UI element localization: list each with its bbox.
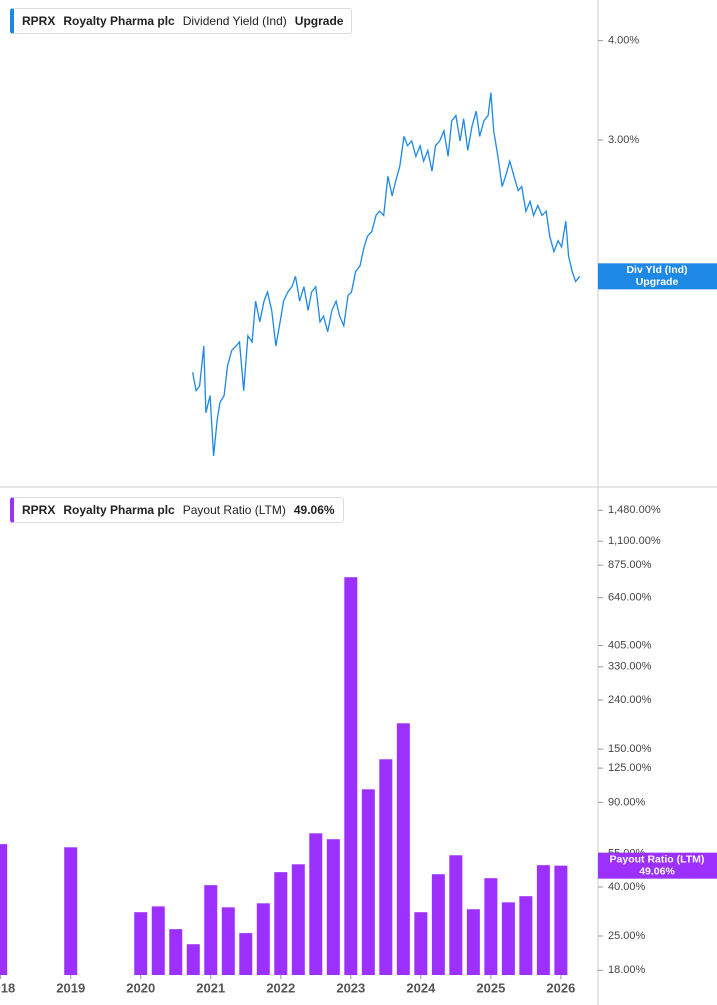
bar (466, 909, 480, 975)
bar (501, 902, 515, 975)
x-tick-label: 2020 (126, 980, 155, 995)
bar (274, 872, 288, 975)
y-tick-label: 4.00% (608, 35, 639, 47)
y-tick-label: 1,100.00% (608, 535, 661, 547)
line (191, 92, 581, 457)
bar (326, 839, 340, 975)
bar (204, 885, 218, 975)
y-tick-label: 405.00% (608, 639, 652, 651)
x-tick-label: 2018 (0, 980, 15, 995)
flag-label: Payout Ratio (LTM) (610, 853, 705, 865)
y-tick-label: 25.00% (608, 930, 646, 942)
bar (64, 847, 78, 975)
bar (519, 896, 533, 975)
bar (291, 864, 305, 975)
value-flag (598, 263, 717, 290)
company: Royalty Pharma plc (63, 14, 175, 28)
y-tick-label: 1,480.00% (608, 504, 661, 516)
ticker: RPRX (22, 503, 56, 517)
x-tick-label: 2024 (406, 980, 436, 995)
bar (134, 912, 148, 975)
y-tick-label: 240.00% (608, 694, 652, 706)
x-tick-label: 2022 (266, 980, 295, 995)
bar (431, 874, 445, 975)
bar (449, 855, 463, 975)
bar (0, 844, 8, 975)
y-tick-label: 875.00% (608, 559, 652, 571)
bar (344, 577, 358, 975)
bar (536, 865, 550, 975)
y-tick-label: 330.00% (608, 661, 652, 673)
bar (221, 907, 235, 975)
y-tick-label: 3.00% (608, 134, 639, 146)
flag-note: 49.06% (639, 865, 675, 877)
badge[interactable]: Upgrade (294, 14, 344, 28)
bar (379, 759, 393, 975)
legend-header: RPRX Royalty Pharma plc Payout Ratio (LT… (10, 497, 344, 523)
flag-note: Upgrade (636, 276, 679, 288)
x-tick-label: 2021 (196, 980, 225, 995)
plot-area (0, 92, 581, 975)
bar (309, 833, 323, 975)
y-tick-label: 150.00% (608, 743, 652, 755)
legend-header: RPRX Royalty Pharma plc Dividend Yield (… (10, 8, 353, 34)
x-tick-label: 2025 (476, 980, 505, 995)
bar (554, 865, 568, 975)
y-tick-label: 90.00% (608, 796, 646, 808)
x-tick-label: 2026 (546, 980, 575, 995)
y-tick-label: 125.00% (608, 762, 652, 774)
bar (256, 903, 270, 975)
bar (414, 912, 428, 975)
y-tick-label: 18.00% (608, 964, 646, 976)
latest-value: 49.06% (293, 503, 335, 517)
value-flag (598, 852, 717, 879)
bar (169, 929, 183, 975)
bar (151, 906, 165, 975)
bar (361, 789, 375, 975)
bar (484, 878, 498, 975)
bar (186, 944, 200, 975)
x-tick-label: 2023 (336, 980, 365, 995)
bar (239, 933, 253, 975)
y-tick-label: 40.00% (608, 881, 646, 893)
ticker: RPRX (22, 14, 56, 28)
x-tick-label: 2019 (56, 980, 85, 995)
series-name: Payout Ratio (LTM) (182, 503, 286, 517)
company: Royalty Pharma plc (63, 503, 175, 517)
flag-label: Div Yld (Ind) (626, 264, 687, 276)
y-tick-label: 640.00% (608, 592, 652, 604)
series-name: Dividend Yield (Ind) (182, 14, 287, 28)
bar (396, 723, 410, 975)
